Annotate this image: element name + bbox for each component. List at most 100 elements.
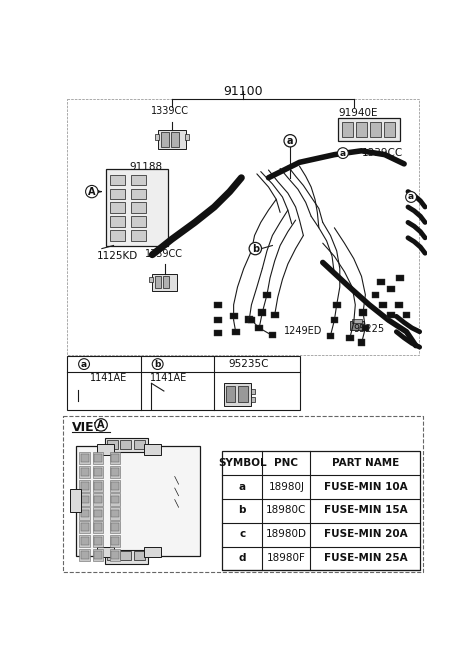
Bar xyxy=(67,356,300,410)
Bar xyxy=(158,130,186,149)
Circle shape xyxy=(171,117,173,120)
Text: 18980J: 18980J xyxy=(268,481,304,492)
Bar xyxy=(155,276,161,288)
Bar xyxy=(372,292,379,298)
Circle shape xyxy=(177,505,182,509)
Bar xyxy=(247,317,255,324)
Bar xyxy=(109,535,120,547)
Bar xyxy=(94,454,102,462)
Bar xyxy=(80,507,90,520)
Bar xyxy=(80,479,90,492)
Bar xyxy=(81,482,89,490)
Text: FUSE-MIN 15A: FUSE-MIN 15A xyxy=(324,505,407,516)
Bar xyxy=(109,466,120,478)
Bar xyxy=(224,383,251,406)
Circle shape xyxy=(284,135,296,147)
Text: 1339CC: 1339CC xyxy=(362,148,403,159)
Bar xyxy=(109,175,125,186)
Circle shape xyxy=(406,192,417,203)
Bar xyxy=(92,507,103,520)
Text: 95235C: 95235C xyxy=(228,358,269,369)
Text: 1339CC: 1339CC xyxy=(145,248,182,259)
Bar xyxy=(402,312,410,318)
Bar xyxy=(338,118,400,141)
Bar xyxy=(130,216,146,227)
Bar xyxy=(163,276,169,288)
Bar xyxy=(80,401,85,409)
Bar xyxy=(75,401,80,409)
Circle shape xyxy=(177,482,182,486)
Bar xyxy=(379,302,387,308)
Bar xyxy=(120,551,131,560)
Text: 91100: 91100 xyxy=(223,85,263,98)
Circle shape xyxy=(277,324,283,330)
Bar xyxy=(130,203,146,213)
Bar xyxy=(384,122,395,137)
Bar xyxy=(350,321,364,330)
Text: 1125KD: 1125KD xyxy=(96,251,138,261)
Bar xyxy=(70,489,81,512)
Bar xyxy=(92,494,103,506)
Bar xyxy=(111,551,119,559)
Text: a: a xyxy=(408,193,414,201)
Bar xyxy=(396,275,404,281)
Bar xyxy=(94,537,102,545)
Bar xyxy=(81,510,89,518)
Circle shape xyxy=(166,393,171,397)
Text: 1249ED: 1249ED xyxy=(284,325,322,336)
Bar xyxy=(111,510,119,518)
Bar xyxy=(81,523,89,531)
Bar xyxy=(80,466,90,478)
Text: b: b xyxy=(252,243,259,254)
Bar xyxy=(109,216,125,227)
Text: 95225: 95225 xyxy=(354,324,385,334)
Bar xyxy=(97,547,114,557)
Circle shape xyxy=(152,358,163,369)
Circle shape xyxy=(162,389,169,395)
Bar xyxy=(81,537,89,545)
Bar xyxy=(111,537,119,545)
Bar xyxy=(94,468,102,476)
Text: SYMBOL: SYMBOL xyxy=(218,457,266,468)
Bar xyxy=(109,188,125,199)
Bar xyxy=(80,549,90,561)
Bar xyxy=(63,417,423,572)
Text: a: a xyxy=(238,481,246,492)
Bar xyxy=(111,468,119,476)
Bar xyxy=(134,439,145,449)
Text: A: A xyxy=(97,420,105,430)
Bar xyxy=(352,319,362,322)
Bar xyxy=(342,122,353,137)
Bar xyxy=(171,132,179,147)
Text: 1339CC: 1339CC xyxy=(151,106,189,116)
Bar xyxy=(80,521,90,534)
Bar xyxy=(94,482,102,490)
Bar xyxy=(263,292,271,298)
Bar xyxy=(81,468,89,476)
Bar xyxy=(109,549,120,561)
Text: FUSE-MIN 20A: FUSE-MIN 20A xyxy=(324,529,407,539)
Text: a: a xyxy=(287,136,293,146)
Bar xyxy=(107,551,118,560)
Bar xyxy=(226,386,235,402)
Bar xyxy=(92,549,103,561)
Bar xyxy=(80,535,90,547)
Bar xyxy=(271,312,279,318)
Circle shape xyxy=(86,186,98,198)
Bar xyxy=(94,510,102,518)
Bar xyxy=(94,551,102,559)
Text: 91188: 91188 xyxy=(129,162,162,172)
Bar xyxy=(111,496,119,503)
Bar xyxy=(251,389,255,394)
Bar xyxy=(359,309,367,316)
Bar xyxy=(97,444,114,455)
Text: PNC: PNC xyxy=(274,457,298,468)
Bar xyxy=(109,507,120,520)
Text: 1141AE: 1141AE xyxy=(90,373,128,383)
Circle shape xyxy=(75,384,81,390)
Bar xyxy=(76,446,200,556)
Text: b: b xyxy=(238,505,246,516)
Text: 18980F: 18980F xyxy=(267,553,306,563)
Bar xyxy=(214,302,222,308)
Bar xyxy=(330,317,338,324)
